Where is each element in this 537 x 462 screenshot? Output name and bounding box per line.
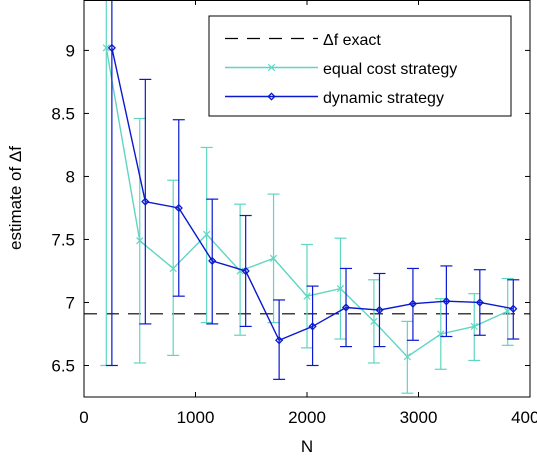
data-point-diamond-marker bbox=[141, 197, 150, 206]
data-point-x-marker bbox=[336, 284, 345, 293]
y-tick-label: 7.5 bbox=[51, 230, 75, 249]
data-point-x-marker bbox=[267, 63, 276, 72]
legend-label-reference: Δf exact bbox=[323, 32, 381, 49]
data-point-diamond-marker bbox=[267, 92, 276, 101]
marker-stroke bbox=[303, 292, 311, 300]
data-point-diamond-marker bbox=[275, 336, 284, 345]
marker-stroke bbox=[403, 353, 411, 361]
data-point-x-marker bbox=[136, 237, 144, 245]
marker-stroke bbox=[370, 317, 378, 326]
data-point-x-marker bbox=[102, 44, 110, 52]
y-tick-label: 7 bbox=[66, 293, 75, 312]
data-point-diamond-marker bbox=[509, 304, 518, 313]
legend-swatch-equal-cost bbox=[225, 63, 318, 72]
marker-stroke bbox=[267, 63, 276, 72]
data-point-diamond-marker bbox=[308, 322, 317, 331]
x-axis-label: N bbox=[301, 437, 313, 456]
data-point-x-marker bbox=[203, 230, 211, 239]
marker-stroke bbox=[169, 264, 177, 273]
data-point-diamond-marker bbox=[241, 266, 250, 276]
marker-stroke bbox=[269, 254, 278, 262]
marker-stroke bbox=[136, 237, 144, 245]
legend-box bbox=[208, 15, 512, 117]
y-tick-label: 8.5 bbox=[51, 104, 75, 123]
chart-legend: Δf exact equal cost strategy dynamic str… bbox=[208, 15, 512, 117]
marker-stroke bbox=[203, 230, 211, 239]
data-point-x-marker bbox=[470, 322, 478, 331]
data-point-x-marker bbox=[403, 353, 411, 361]
data-point-x-marker bbox=[269, 254, 278, 262]
legend-label-equal-cost: equal cost strategy bbox=[323, 61, 457, 78]
data-point-diamond-marker bbox=[442, 297, 451, 306]
marker-stroke bbox=[437, 330, 445, 338]
series-line bbox=[111, 47, 514, 342]
x-tick-label: 3000 bbox=[400, 408, 438, 427]
data-point-x-marker bbox=[370, 317, 378, 326]
legend-swatch-dynamic bbox=[225, 92, 318, 101]
y-tick-label: 9 bbox=[66, 41, 75, 60]
data-point-diamond-marker bbox=[375, 305, 384, 315]
x-tick-label: 4000 bbox=[511, 408, 537, 427]
data-point-diamond-marker bbox=[341, 303, 351, 312]
data-point-diamond-marker bbox=[475, 298, 484, 307]
data-point-x-marker bbox=[169, 264, 177, 273]
y-tick-label: 8 bbox=[66, 167, 75, 186]
x-tick-label: 0 bbox=[79, 408, 88, 427]
marker-stroke bbox=[470, 322, 478, 331]
data-point-diamond-marker bbox=[408, 299, 418, 308]
x-tick-label: 1000 bbox=[177, 408, 215, 427]
marker-stroke bbox=[102, 44, 110, 52]
y-axis-label: estimate of Δf bbox=[6, 146, 25, 250]
marker-stroke bbox=[336, 284, 345, 293]
series-equal-cost bbox=[100, 0, 514, 394]
data-point-diamond-marker bbox=[174, 203, 183, 213]
series-dynamic bbox=[105, 0, 520, 380]
data-point-x-marker bbox=[303, 292, 311, 300]
y-tick-label: 6.5 bbox=[51, 356, 75, 375]
data-point-diamond-marker bbox=[208, 256, 217, 266]
marker-stroke bbox=[236, 267, 244, 275]
x-tick-label: 2000 bbox=[288, 408, 326, 427]
data-point-diamond-marker bbox=[107, 43, 116, 53]
legend-label-dynamic: dynamic strategy bbox=[323, 90, 444, 107]
